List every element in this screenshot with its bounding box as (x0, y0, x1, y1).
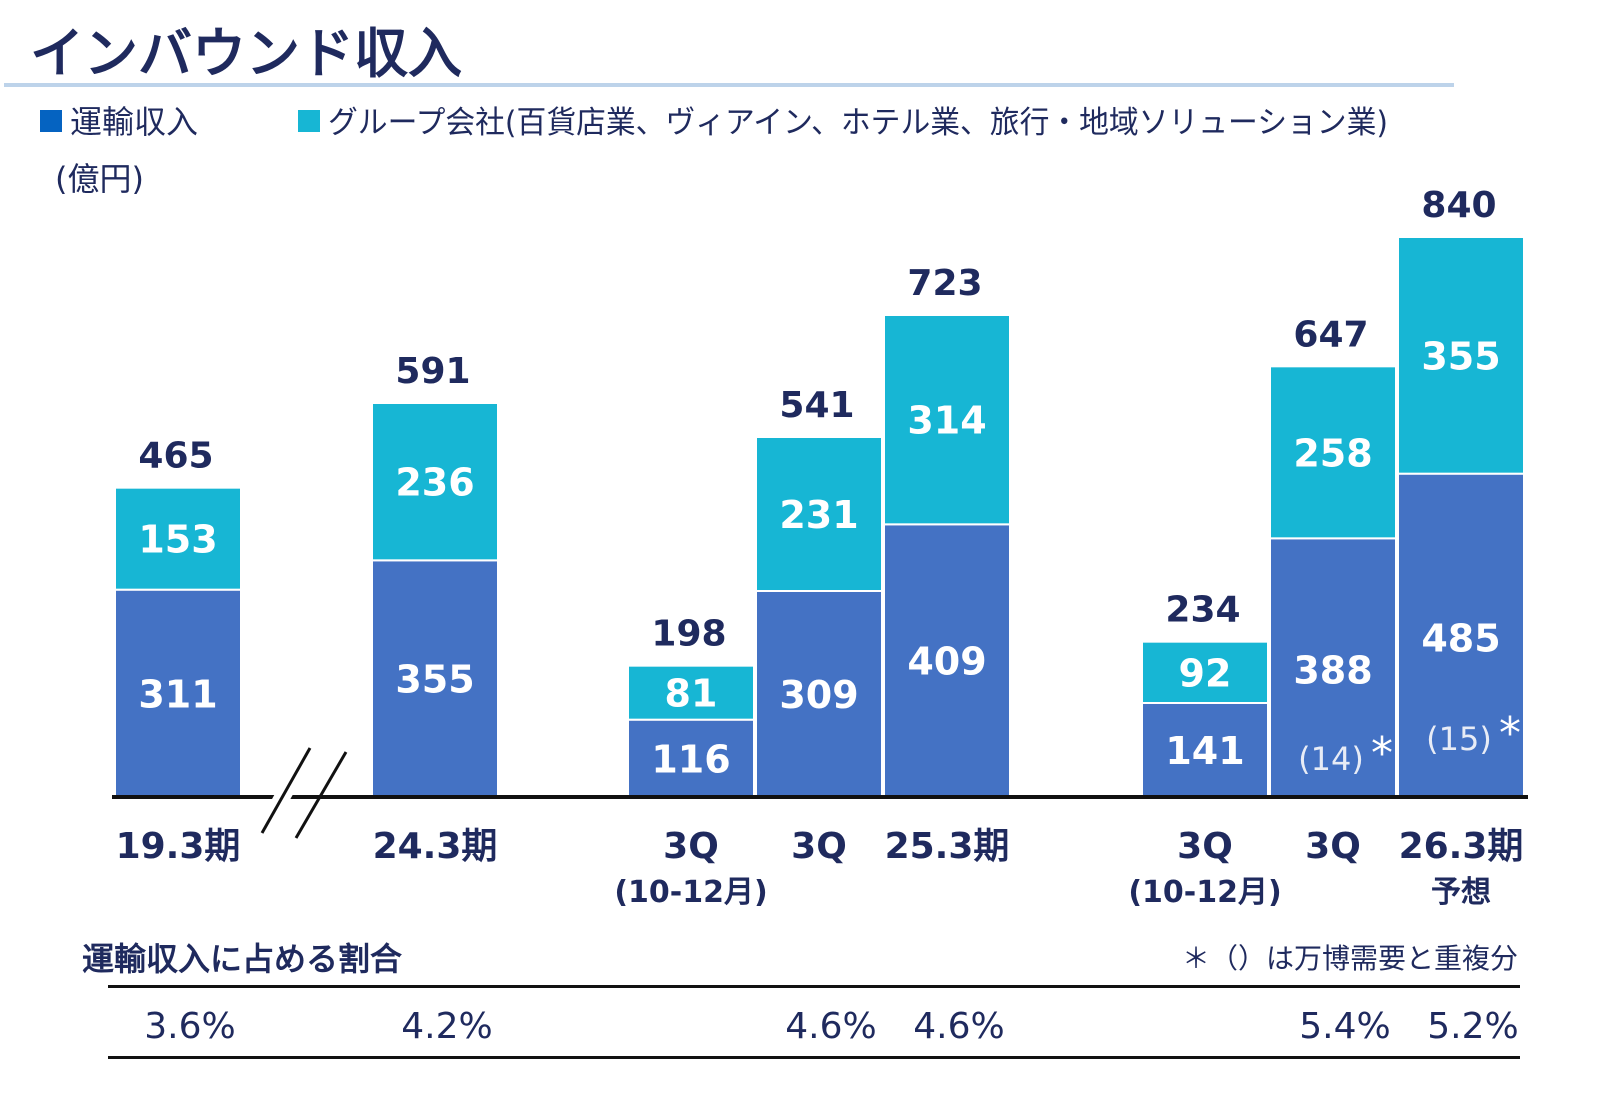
data-label-group: 92 (1179, 651, 1232, 695)
axis-break (255, 744, 348, 839)
data-label-transport: 141 (1165, 729, 1244, 773)
x-tick-label: 26.3期 (1399, 826, 1524, 867)
ratio-title: 運輸収入に占める割合 (82, 940, 402, 978)
data-label-total: 465 (138, 436, 213, 477)
title-underline (4, 83, 1454, 87)
data-label-transport: 409 (907, 640, 986, 684)
ratio-bottom-line (108, 1056, 1520, 1059)
x-tick-sublabel: (10-12月) (614, 875, 767, 910)
data-label-group: 355 (1421, 334, 1500, 378)
ratio-value: 5.2% (1427, 1006, 1518, 1047)
data-label-transport: 485 (1421, 617, 1500, 661)
data-label-group: 314 (907, 399, 986, 443)
data-label-transport: 355 (395, 658, 474, 702)
data-label-expo-overlap: (15) (1426, 720, 1492, 758)
legend-swatch-transport (40, 110, 62, 132)
data-label-group: 81 (665, 672, 718, 716)
bar-group (1269, 365, 1397, 540)
x-axis-line (112, 795, 1528, 799)
data-label-group: 231 (779, 493, 858, 537)
bar-transport (114, 588, 242, 799)
x-tick-label: 3Q (1177, 826, 1233, 867)
bar-group (627, 664, 755, 721)
x-tick-label: 25.3期 (885, 826, 1010, 867)
x-tick-label: 19.3期 (116, 826, 241, 867)
ratio-top-line (108, 985, 1520, 988)
asterisk-mark: * (1371, 728, 1393, 779)
ratio-value: 4.2% (401, 1006, 492, 1047)
ratio-value: 4.6% (913, 1006, 1004, 1047)
data-label-total: 591 (395, 351, 470, 392)
legend-swatch-group (298, 110, 320, 132)
x-tick-label: 3Q (1305, 826, 1361, 867)
bar-group (883, 314, 1011, 526)
x-tick-sublabel: 予想 (1431, 875, 1491, 910)
ratio-value: 5.4% (1299, 1006, 1390, 1047)
bar-group (1141, 640, 1269, 705)
data-label-total: 198 (651, 614, 726, 655)
bar-group (371, 402, 499, 562)
asterisk-mark: * (1499, 708, 1521, 759)
x-tick-sublabel: (10-12月) (1128, 875, 1281, 910)
legend-label-group: グループ会社(百貨店業、ヴィアイン、ホテル業、旅行・地域ソリューション業) (328, 105, 1388, 141)
data-label-total: 647 (1293, 314, 1368, 355)
data-label-group: 258 (1293, 431, 1372, 475)
data-label-transport: 311 (138, 672, 217, 716)
bar-group (755, 436, 883, 592)
data-label-total: 840 (1421, 185, 1496, 226)
x-tick-label: 3Q (791, 826, 847, 867)
bar-transport (1141, 702, 1269, 798)
data-label-expo-overlap: (14) (1298, 740, 1364, 778)
data-label-transport: 309 (779, 673, 858, 717)
footnote: ＊（）は万博需要と重複分 (1182, 942, 1518, 975)
data-label-transport: 388 (1293, 648, 1372, 692)
bar-group (114, 486, 242, 591)
data-label-group: 236 (395, 461, 474, 505)
data-label-total: 234 (1165, 590, 1240, 631)
data-label-transport: 116 (651, 737, 730, 781)
ratio-value: 4.6% (785, 1006, 876, 1047)
bar-group (1397, 236, 1525, 475)
bar-transport (1269, 537, 1397, 798)
bar-transport (1397, 472, 1525, 798)
data-label-total: 723 (907, 263, 982, 304)
ratio-value: 3.6% (144, 1006, 235, 1047)
x-tick-label: 3Q (663, 826, 719, 867)
legend-label-transport: 運輸収入 (70, 103, 198, 141)
data-label-group: 153 (138, 518, 217, 562)
data-label-total: 541 (779, 385, 854, 426)
unit-label: (億円) (55, 160, 144, 198)
x-tick-label: 24.3期 (373, 826, 498, 867)
chart-title: インバウンド収入 (30, 22, 462, 85)
